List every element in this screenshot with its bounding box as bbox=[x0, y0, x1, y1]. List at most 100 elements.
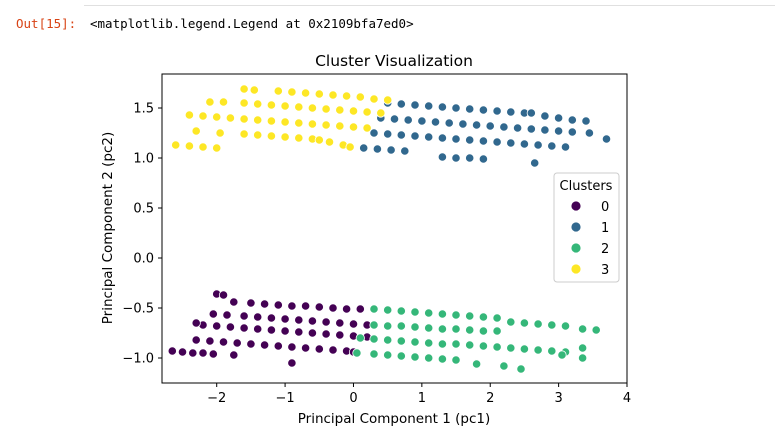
cluster-1-point bbox=[458, 119, 468, 129]
cluster-0-point bbox=[218, 337, 229, 347]
cluster-1-point bbox=[465, 104, 475, 114]
cluster-3-point bbox=[324, 137, 335, 147]
cluster-0-point bbox=[239, 323, 249, 333]
cluster-1-point bbox=[396, 130, 406, 140]
cluster-2-point bbox=[577, 353, 588, 363]
cluster-3-point bbox=[215, 128, 225, 138]
cluster-0-point bbox=[300, 301, 311, 311]
cluster-1-point bbox=[506, 107, 516, 117]
cluster-2-point bbox=[383, 335, 393, 345]
cluster-0-point bbox=[253, 324, 263, 334]
cluster-0-point bbox=[229, 297, 239, 307]
x-axis: −2 −1 0 1 2 3 4 bbox=[207, 383, 631, 406]
cluster-3-point bbox=[266, 116, 276, 126]
cluster-3-point bbox=[171, 140, 181, 150]
cluster-2-point bbox=[451, 324, 461, 334]
cluster-1-point bbox=[372, 144, 382, 154]
legend-label-3: 3 bbox=[601, 263, 609, 278]
cluster-1-point bbox=[530, 158, 540, 168]
cluster-3-point bbox=[249, 85, 259, 95]
cluster-1-point bbox=[581, 116, 591, 126]
cluster-3-point bbox=[348, 106, 359, 116]
cluster-1-point bbox=[478, 154, 488, 164]
cluster-1-point bbox=[369, 128, 379, 138]
cluster-3-point bbox=[355, 92, 365, 102]
cluster-0-point bbox=[355, 304, 365, 314]
cluster-0-point bbox=[259, 340, 270, 350]
cluster-1-point bbox=[471, 120, 482, 130]
cluster-0-point bbox=[273, 300, 283, 310]
cluster-1-point bbox=[478, 136, 488, 146]
cluster-3-point bbox=[307, 103, 317, 113]
x-tick-label: −2 bbox=[207, 391, 226, 406]
cluster-2-point bbox=[451, 339, 461, 349]
cluster-1-point bbox=[478, 105, 488, 115]
cluster-0-point bbox=[246, 298, 256, 308]
cluster-2-point bbox=[369, 320, 379, 330]
cluster-0-point bbox=[198, 348, 208, 358]
cluster-3-point bbox=[348, 122, 359, 132]
cluster-1-point bbox=[437, 152, 447, 162]
cluster-0-point bbox=[205, 336, 215, 346]
cluster-3-point bbox=[212, 143, 222, 153]
cluster-0-point bbox=[259, 299, 270, 309]
cluster-3-point bbox=[184, 141, 194, 151]
cluster-0-point bbox=[300, 343, 311, 353]
cluster-2-point bbox=[533, 319, 543, 329]
chart-title: Cluster Visualization bbox=[315, 52, 473, 70]
cluster-0-point bbox=[239, 311, 249, 321]
cluster-3-point bbox=[253, 99, 263, 109]
cluster-3-point bbox=[253, 130, 263, 140]
cluster-1-point bbox=[451, 134, 461, 144]
cluster-1-point bbox=[465, 135, 475, 145]
cluster-1-point bbox=[533, 140, 543, 150]
cluster-3-point bbox=[266, 131, 276, 141]
cluster-2-point bbox=[369, 304, 379, 314]
cluster-1-point bbox=[492, 106, 502, 116]
cluster-3-point bbox=[287, 87, 297, 97]
x-tick-label: 2 bbox=[486, 391, 494, 406]
cluster-2-point bbox=[547, 346, 557, 356]
cluster-1-point bbox=[540, 111, 550, 121]
cluster-2-point bbox=[383, 305, 393, 315]
legend-title: Clusters bbox=[560, 179, 613, 194]
cluster-0-point bbox=[294, 327, 304, 337]
legend-label-0: 0 bbox=[601, 200, 609, 215]
cluster-1-point bbox=[386, 145, 396, 155]
cluster-1-point bbox=[451, 153, 461, 163]
cluster-3-point bbox=[300, 88, 311, 98]
cluster-1-point bbox=[553, 113, 564, 123]
cluster-1-point bbox=[417, 116, 427, 126]
cluster-1-point bbox=[451, 103, 461, 113]
cluster-2-point bbox=[547, 320, 557, 330]
cluster-0-point bbox=[273, 341, 283, 351]
cluster-2-point bbox=[492, 313, 502, 323]
cluster-2-point bbox=[424, 308, 434, 318]
cluster-2-point bbox=[410, 307, 420, 317]
cluster-1-point bbox=[389, 114, 400, 124]
cluster-2-point bbox=[533, 345, 543, 355]
y-tick-label: 0.0 bbox=[133, 252, 154, 267]
cluster-2-point bbox=[499, 361, 509, 371]
cluster-2-point bbox=[560, 321, 571, 331]
cluster-3-point bbox=[383, 95, 393, 105]
cluster-1-point bbox=[444, 118, 454, 128]
cluster-1-point bbox=[547, 141, 557, 151]
cluster-2-point bbox=[519, 318, 530, 328]
cluster-2-point bbox=[383, 350, 393, 360]
cluster-2-point bbox=[557, 350, 567, 360]
legend-marker-1 bbox=[570, 221, 582, 233]
cluster-3-point bbox=[280, 132, 290, 142]
legend-label-2: 2 bbox=[601, 242, 609, 257]
cluster-3-point bbox=[205, 97, 215, 107]
cluster-0-point bbox=[212, 321, 222, 331]
cluster-2-point bbox=[451, 310, 461, 320]
cluster-3-point bbox=[239, 114, 249, 124]
cluster-1-point bbox=[430, 117, 441, 127]
cluster-1-point bbox=[396, 99, 406, 109]
cluster-3-point bbox=[294, 133, 304, 143]
cluster-2-point bbox=[410, 322, 420, 332]
cluster-2-point bbox=[465, 325, 475, 335]
cluster-3-point bbox=[225, 113, 235, 123]
cluster-2-point bbox=[369, 349, 379, 359]
